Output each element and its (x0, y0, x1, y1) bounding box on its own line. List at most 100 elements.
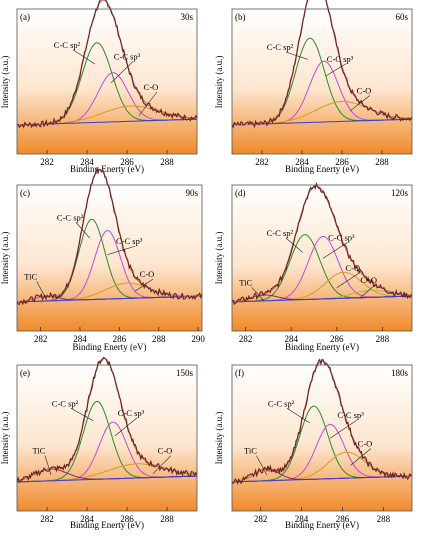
peak-leader-line (256, 455, 268, 475)
peak-label: C-O (357, 85, 372, 95)
plot-background (232, 365, 412, 511)
peak-label: C-C sp³ (327, 54, 354, 64)
peak-label: C-C sp² (268, 398, 295, 408)
panel-letter: (d) (235, 188, 246, 198)
x-tick-label: 284 (80, 514, 94, 524)
panel-b: 282 284 286 288 C-C sp² C-C sp³ C-O (b) 60s Inten… (214, 0, 413, 174)
x-axis-label: Binding Enerty (eV) (285, 520, 359, 530)
panel-time: 30s (180, 12, 193, 22)
plot-frame (16, 8, 198, 155)
peak-leader-line (285, 237, 303, 253)
plot-frame (16, 364, 198, 512)
panel-letter: (e) (20, 368, 30, 378)
x-tick-label: 288 (160, 514, 174, 524)
peak-label: C-C sp² (267, 228, 294, 238)
peak-label: C-C sp³ (337, 410, 364, 420)
x-tick-label: 286 (120, 514, 134, 524)
peak-label: C-O (140, 269, 155, 279)
peak-label: C-C sp² (52, 398, 79, 408)
y-axis-label: Intensity (a.u.) (214, 232, 224, 285)
plot-background (232, 9, 412, 154)
peak-leader-line (75, 222, 91, 239)
x-tick-label: 282 (255, 157, 269, 167)
x-tick-label: 282 (254, 514, 268, 524)
x-tick-label: 284 (295, 157, 309, 167)
panel-f: 282 284 286 288 C-C sp² C-C sp³ C-O TiC (f) 180s I… (214, 358, 413, 530)
peak-leader-line (286, 408, 310, 424)
x-tick-label: 288 (375, 157, 389, 167)
x-tick-label: 288 (376, 334, 390, 344)
panel-a: 282 284 286 288 C-C sp² C-C sp³ C-O (a) 30s Inten… (0, 0, 198, 174)
x-tick-label: 286 (335, 157, 349, 167)
panel-letter: (f) (235, 368, 244, 378)
peak-leader-line (107, 245, 136, 256)
peak-leader-line (350, 448, 372, 466)
plot-background (17, 9, 197, 154)
raw-data-curve (231, 182, 413, 305)
panel-c: 282 284 286 288 290 C-C sp² C-C sp³ C-O TiC (c) 90… (0, 167, 205, 352)
x-tick-label: 284 (73, 334, 87, 344)
panel-e: 282 284 286 288 C-C sp² C-C sp³ C-O TiC (e) 150s I… (0, 356, 198, 530)
peak-label: C-C sp³ (118, 408, 145, 418)
peak-label: C-C sp² (54, 40, 81, 50)
peak-leader-line (322, 242, 348, 259)
x-axis-label: Binding Enerty (eV) (73, 342, 147, 352)
peak-label: C-C sp² (267, 42, 294, 52)
x-tick-label: 284 (284, 334, 298, 344)
x-tick-label: 286 (330, 334, 344, 344)
x-tick-label: 282 (40, 514, 54, 524)
x-tick-label: 284 (80, 157, 94, 167)
raw-data-curve (231, 0, 413, 129)
peak-leader-line (152, 455, 172, 474)
peak-leader-line (70, 408, 94, 421)
peak-leader-line (72, 49, 96, 65)
peak-leader-line (330, 419, 357, 439)
plot-frame (231, 364, 413, 512)
peak-leader-line (325, 63, 347, 77)
panel-letter: (c) (20, 188, 30, 198)
baseline-curve (232, 295, 413, 303)
peak-label: C-O (144, 82, 159, 92)
plot-background (232, 185, 412, 331)
peak-label: C-O (158, 446, 173, 456)
peak-leader-line (349, 95, 371, 112)
peak-label: C-C sp³ (116, 236, 143, 246)
panel-letter: (b) (235, 12, 246, 22)
peak-label: C-C sp³ (328, 233, 355, 243)
panel-time: 90s (185, 188, 198, 198)
x-axis-label: Binding Enerty (eV) (70, 164, 144, 174)
y-axis-label: Intensity (a.u.) (214, 412, 224, 465)
panel-time: 60s (395, 12, 408, 22)
plot-frame (16, 184, 203, 332)
y-axis-label: Intensity (a.u.) (0, 56, 10, 109)
panel-time: 150s (176, 368, 194, 378)
raw-data-curve (231, 358, 413, 485)
y-axis-label: Intensity (a.u.) (214, 56, 224, 109)
x-axis-label: Binding Enerty (eV) (70, 520, 144, 530)
raw-data-curve (16, 167, 203, 306)
peak-leader-line (44, 455, 52, 475)
y-axis-label: Intensity (a.u.) (0, 232, 10, 285)
x-tick-label: 282 (239, 334, 253, 344)
x-tick-label: 286 (113, 334, 127, 344)
peak-label: C-O (345, 263, 360, 273)
peak-label: TiC (24, 272, 37, 282)
plot-frame (231, 8, 413, 155)
peak-leader-line (359, 284, 375, 299)
peak-leader-line (114, 417, 138, 437)
peak-leader-line (251, 287, 265, 301)
x-tick-label: 282 (34, 334, 48, 344)
x-tick-label: 286 (336, 514, 350, 524)
panel-time: 180s (391, 368, 409, 378)
raw-data-curve (16, 0, 198, 129)
x-axis-label: Binding Enerty (eV) (285, 164, 359, 174)
x-tick-label: 286 (120, 157, 134, 167)
peak-leader-line (134, 278, 154, 292)
peak-label: C-C sp² (57, 213, 84, 223)
plot-background (17, 185, 202, 331)
peak-label: TiC (239, 277, 252, 287)
baseline-curve (17, 475, 198, 483)
x-tick-label: 284 (295, 514, 309, 524)
x-tick-label: 288 (152, 334, 166, 344)
